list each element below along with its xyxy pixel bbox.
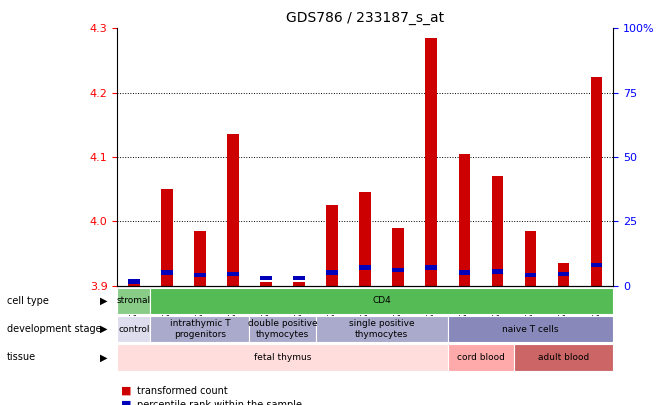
Text: ■: ■ bbox=[121, 400, 131, 405]
Bar bbox=[117, 288, 150, 314]
Text: double positive
thymocytes: double positive thymocytes bbox=[248, 320, 318, 339]
Bar bbox=[293, 282, 305, 286]
Bar bbox=[161, 271, 173, 275]
Text: ■: ■ bbox=[121, 386, 131, 396]
Bar bbox=[359, 265, 371, 270]
Bar bbox=[249, 316, 316, 342]
Bar bbox=[525, 273, 536, 277]
Text: cell type: cell type bbox=[7, 296, 49, 306]
Bar bbox=[492, 176, 503, 286]
Bar bbox=[150, 316, 249, 342]
Bar bbox=[194, 273, 206, 277]
Bar bbox=[425, 38, 437, 286]
Text: ▶: ▶ bbox=[100, 352, 108, 362]
Bar bbox=[359, 192, 371, 286]
Text: percentile rank within the sample: percentile rank within the sample bbox=[137, 400, 302, 405]
Bar bbox=[316, 316, 448, 342]
Text: naive T cells: naive T cells bbox=[502, 324, 559, 334]
Bar bbox=[514, 344, 613, 371]
Bar bbox=[293, 275, 305, 280]
Bar bbox=[326, 271, 338, 275]
Bar bbox=[393, 268, 404, 272]
Bar bbox=[326, 205, 338, 286]
Bar bbox=[161, 189, 173, 286]
Text: ▶: ▶ bbox=[100, 296, 108, 306]
Bar bbox=[492, 269, 503, 274]
Text: control: control bbox=[118, 324, 149, 334]
Bar bbox=[128, 279, 139, 284]
Bar bbox=[393, 228, 404, 286]
Title: GDS786 / 233187_s_at: GDS786 / 233187_s_at bbox=[286, 11, 444, 25]
Text: CD4: CD4 bbox=[373, 296, 391, 305]
Bar bbox=[448, 344, 514, 371]
Text: single positive
thymocytes: single positive thymocytes bbox=[349, 320, 415, 339]
Bar bbox=[458, 271, 470, 275]
Bar bbox=[557, 272, 570, 276]
Bar bbox=[448, 316, 613, 342]
Bar bbox=[591, 263, 602, 267]
Bar bbox=[227, 272, 239, 276]
Text: cord blood: cord blood bbox=[457, 353, 505, 362]
Bar bbox=[194, 231, 206, 286]
Text: development stage: development stage bbox=[7, 324, 101, 334]
Bar bbox=[260, 275, 272, 280]
Text: intrathymic T
progenitors: intrathymic T progenitors bbox=[170, 320, 230, 339]
Text: adult blood: adult blood bbox=[538, 353, 589, 362]
Text: tissue: tissue bbox=[7, 352, 36, 362]
Bar bbox=[117, 344, 448, 371]
Text: ▶: ▶ bbox=[100, 324, 108, 334]
Bar bbox=[525, 231, 536, 286]
Text: fetal thymus: fetal thymus bbox=[254, 353, 311, 362]
Bar bbox=[458, 154, 470, 286]
Bar bbox=[260, 282, 272, 286]
Bar bbox=[557, 263, 570, 286]
Text: stromal: stromal bbox=[117, 296, 151, 305]
Bar bbox=[117, 316, 150, 342]
Bar bbox=[425, 265, 437, 270]
Text: transformed count: transformed count bbox=[137, 386, 228, 396]
Bar bbox=[128, 279, 139, 286]
Bar bbox=[227, 134, 239, 286]
Bar bbox=[591, 77, 602, 286]
